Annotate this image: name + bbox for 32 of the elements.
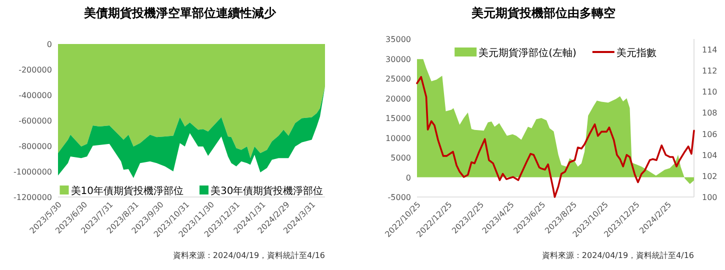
legend-label: 美30年債期貨投機淨部位 <box>210 185 324 197</box>
y-tick-label: -1200000 <box>13 193 52 202</box>
legend-label: 美元期貨淨部位(左軸) <box>478 47 576 59</box>
y2-tick-label: 112 <box>702 66 718 76</box>
y-tick-label: -1000000 <box>13 168 52 176</box>
y2-tick-label: 110 <box>702 88 718 97</box>
y2-tick-label: 106 <box>702 130 718 139</box>
y-tick-label: -200000 <box>18 66 52 74</box>
y-tick-label: 30000 <box>386 54 411 64</box>
y2-tick-label: 114 <box>702 46 718 55</box>
y-tick-label: 5000 <box>390 154 411 162</box>
y-tick-label: -800000 <box>18 142 52 151</box>
y-tick-label: 20000 <box>386 94 411 104</box>
source-note: 資料來源：2024/04/19，資料統計至4/16 <box>172 251 325 260</box>
y-tick-label: 25000 <box>386 74 411 84</box>
y2-tick-label: 102 <box>702 172 718 181</box>
y-tick-label: 35000 <box>386 35 411 44</box>
chart-title: 美債期貨投機淨空單部位連續性減少 <box>83 6 277 20</box>
y-tick-label: 0 <box>406 173 411 182</box>
source-note: 資料來源：2024/04/19，資料統計至4/16 <box>542 251 694 260</box>
y-tick-label: -5000 <box>388 193 411 202</box>
y-tick-label: 0 <box>46 40 52 49</box>
chart-title: 美元期貨投機部位由多轉空 <box>470 6 616 20</box>
y2-tick-label: 104 <box>702 150 718 160</box>
y-tick-label: -400000 <box>18 91 52 100</box>
y2-tick-label: 100 <box>702 193 718 202</box>
legend-label: 美10年債期貨投機淨部位 <box>70 185 184 197</box>
legend-label: 美元指數 <box>616 47 656 59</box>
y-tick-label: 15000 <box>386 114 411 123</box>
y-tick-label: -600000 <box>18 116 52 126</box>
y2-tick-label: 108 <box>702 108 718 118</box>
y-tick-label: 10000 <box>386 134 411 143</box>
